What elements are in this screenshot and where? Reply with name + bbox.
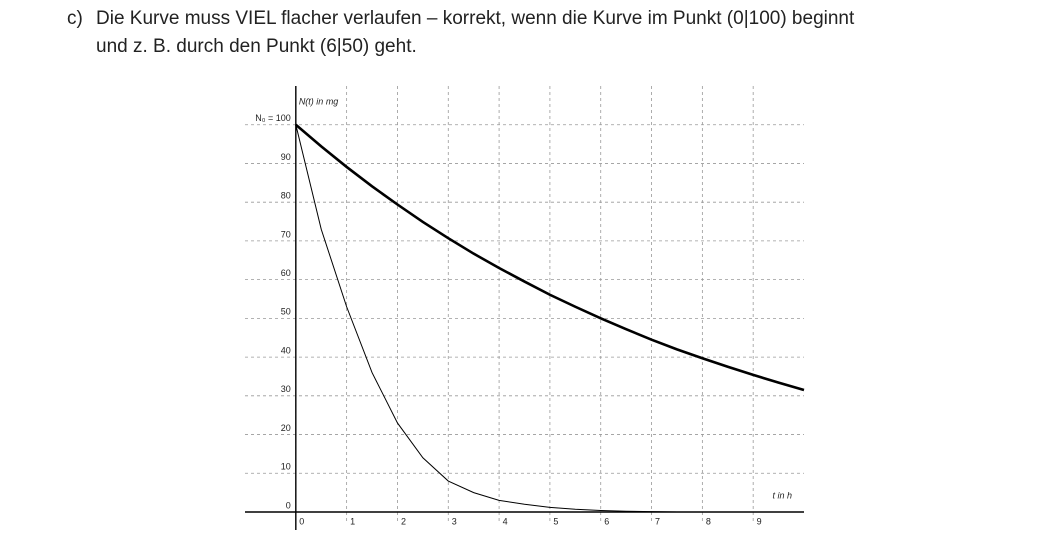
y-tick-label: 30: [281, 384, 291, 394]
y-tick-label: 0: [286, 500, 291, 510]
y-tick-label: 70: [281, 229, 291, 239]
item-label: c): [67, 8, 83, 29]
x-tick-label: 2: [401, 516, 406, 526]
x-tick-label: 4: [503, 516, 508, 526]
x-tick-label: 7: [655, 516, 660, 526]
y-tick-label: 20: [281, 423, 291, 433]
x-axis-label: t in h: [772, 490, 792, 500]
y-tick-label: 40: [281, 345, 291, 355]
y-tick-label: 80: [281, 191, 291, 201]
x-tick-label: 9: [757, 516, 762, 526]
y-tick-label: N₀ = 100: [255, 113, 291, 123]
x-tick-label: 6: [604, 516, 609, 526]
y-axis-label: N(t) in mg: [299, 96, 339, 106]
y-tick-label: 50: [281, 307, 291, 317]
curve: [295, 124, 804, 513]
x-tick-label: 1: [350, 516, 355, 526]
text-line: und z. B. durch den Punkt (6|50) geht.: [96, 36, 417, 57]
x-tick-label: 8: [706, 516, 711, 526]
y-tick-label: 60: [281, 268, 291, 278]
y-tick-label: 90: [281, 152, 291, 162]
x-tick-label: 0: [299, 516, 304, 526]
text-line: Die Kurve muss VIEL flacher verlaufen – …: [96, 8, 855, 29]
x-tick-label: 5: [553, 516, 558, 526]
x-tick-label: 3: [452, 516, 457, 526]
curve: [294, 123, 805, 392]
y-tick-label: 10: [281, 462, 291, 472]
